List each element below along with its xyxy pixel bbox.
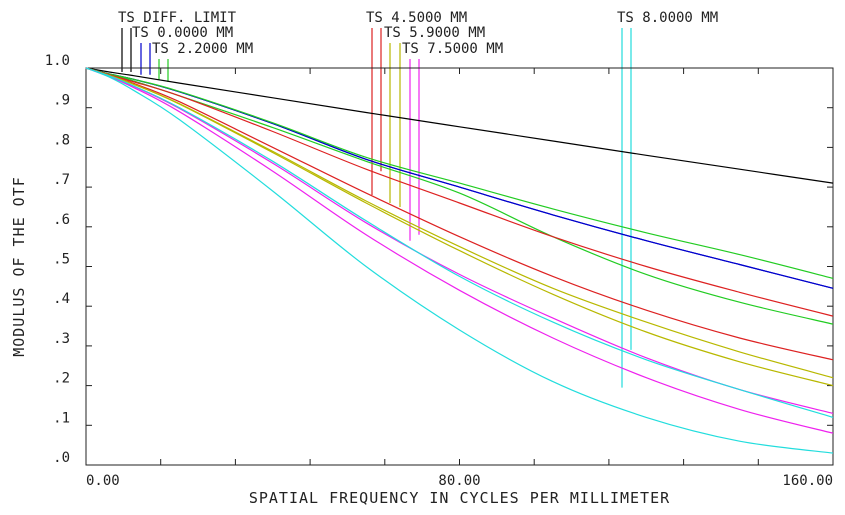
y-tick-label: .7 <box>53 172 70 188</box>
x-axis-label: SPATIAL FREQUENCY IN CYCLES PER MILLIMET… <box>249 489 670 507</box>
series-line <box>85 67 834 325</box>
series-line <box>85 67 834 361</box>
axis-ticks <box>85 67 834 466</box>
legend-label: TS 2.2000 MM <box>152 41 253 57</box>
y-tick-label: .6 <box>53 212 70 228</box>
series-line <box>85 67 834 379</box>
x-tick-label: 80.00 <box>438 473 480 489</box>
series-line <box>85 67 834 418</box>
series-line <box>85 67 834 289</box>
y-tick-label: .1 <box>53 410 70 426</box>
series-lines <box>85 67 834 454</box>
series-line <box>85 67 834 387</box>
series-line <box>85 67 834 317</box>
series-line <box>85 67 834 289</box>
y-tick-label: .0 <box>53 450 70 466</box>
legend-label: TS 8.0000 MM <box>617 10 718 26</box>
x-tick-label: 0.00 <box>86 473 120 489</box>
legend-label: TS 4.5000 MM <box>366 10 467 26</box>
legend-label: TS 0.0000 MM <box>132 25 233 41</box>
x-tick-label: 160.00 <box>782 473 833 489</box>
y-tick-label: .2 <box>53 371 70 387</box>
y-tick-label: .9 <box>53 93 70 109</box>
series-line <box>85 67 834 414</box>
y-tick-label: .5 <box>53 252 70 268</box>
series-line <box>85 67 834 434</box>
y-tick-label: .4 <box>53 291 70 307</box>
y-tick-labels: .0 .1 .2 .3 .4 .5 .6 .7 .8 .9 1.0 <box>45 53 70 466</box>
legend-label: TS DIFF. LIMIT <box>118 10 237 26</box>
series-line <box>85 67 834 279</box>
series-line <box>85 67 834 184</box>
y-tick-label: 1.0 <box>45 53 70 69</box>
legend-leader-lines <box>121 28 632 388</box>
y-tick-label: .8 <box>53 132 70 148</box>
legend-label: TS 7.5000 MM <box>402 41 503 57</box>
y-tick-label: .3 <box>53 331 70 347</box>
plot-frame <box>85 67 834 466</box>
x-tick-labels: 0.00 80.00 160.00 <box>86 473 833 489</box>
legend-label: TS 5.9000 MM <box>384 25 485 41</box>
y-axis-label: MODULUS OF THE OTF <box>10 176 28 357</box>
series-line <box>85 67 834 454</box>
